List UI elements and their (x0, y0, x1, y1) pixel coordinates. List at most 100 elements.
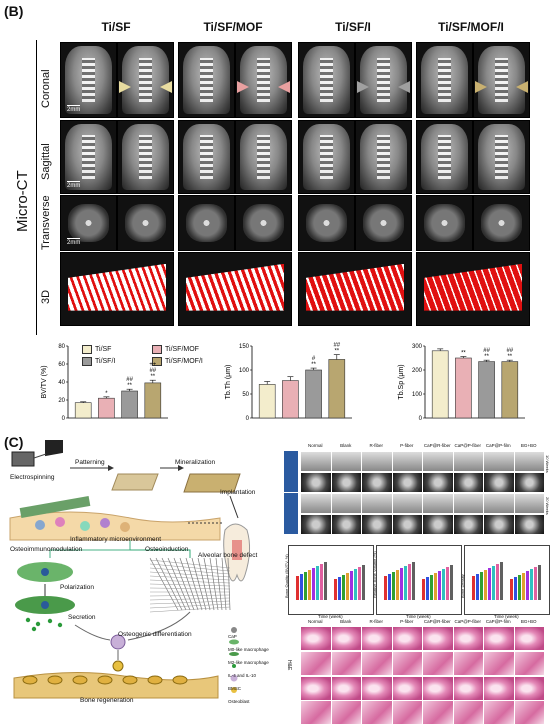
ct-thumbnail (361, 451, 393, 472)
label-electrospinning: Electrospinning (10, 474, 55, 481)
bar (282, 380, 299, 419)
mini-bar (338, 577, 341, 600)
mini-bar (346, 573, 349, 600)
histology-thumbnail (422, 676, 454, 701)
mini-bar (480, 572, 483, 600)
bar (328, 359, 346, 419)
histology-thumbnail (513, 676, 545, 701)
week-label: 10 Weeks (545, 455, 550, 473)
row-label-coronal: Coronal (40, 69, 52, 108)
fiber (149, 600, 231, 605)
mini-bar (426, 577, 429, 600)
osteoblast-cell (112, 660, 124, 672)
ct-thumbnail (300, 514, 332, 535)
cell-inflammatory (100, 518, 110, 528)
he-label: H&E (286, 660, 292, 671)
ct-3d-bone (67, 263, 167, 311)
mini-bar (484, 570, 487, 600)
ct-section (185, 204, 228, 242)
ct-image-ti-sf-2-1: 2mm (60, 120, 117, 194)
ct-implant (437, 57, 452, 103)
ct-image-ti-sf-mof-2-2 (235, 120, 292, 194)
mini-bar (496, 564, 499, 600)
mini-chart-ylabel: Bone Density (460, 574, 465, 598)
fiber (203, 557, 215, 611)
fiber (149, 603, 231, 609)
histology-thumbnail (513, 651, 545, 676)
ct-thumbnail (513, 493, 545, 514)
osteoblast-layer (47, 675, 63, 685)
mini-bar (514, 577, 517, 600)
legend-cap: CaP (228, 634, 237, 639)
mini-chart-ylabel: Bone Quality (BV/TV, %) (284, 554, 289, 598)
mini-bar (388, 574, 391, 600)
row-marker (284, 451, 298, 492)
fiber (149, 575, 231, 581)
ct-3d-bone (423, 263, 523, 311)
significance-label: ** (334, 349, 339, 355)
y-tick-label: 100 (239, 368, 250, 374)
histology-thumbnail (422, 626, 454, 651)
schematic-diagram (9, 440, 251, 699)
column-label: BG+BO (520, 619, 537, 624)
ct-implant (494, 135, 509, 179)
histology-thumbnail (361, 700, 393, 725)
ct-image-ti-sf-i-3-2 (355, 195, 412, 251)
y-axis-label: Tb.Th (μm) (225, 365, 232, 400)
ct-implant (256, 135, 271, 179)
mini-chart (376, 545, 462, 615)
significance-label: ## (506, 348, 513, 354)
mini-bar (522, 573, 525, 600)
fiber (149, 583, 231, 587)
ct-section (67, 204, 110, 242)
y-tick-label: 0 (62, 416, 66, 422)
histology-thumbnail (300, 651, 332, 676)
ct-thumbnail (391, 493, 423, 514)
fiber (221, 557, 227, 611)
histology-thumbnail (361, 676, 393, 701)
histology-thumbnail (452, 700, 484, 725)
ct-section (242, 204, 285, 242)
cytokine-dot (31, 626, 37, 632)
column-label: CaP@P-film (485, 443, 511, 448)
significance-label: # (312, 356, 316, 362)
ct-thumbnail (422, 451, 454, 472)
significance-label: * (105, 391, 108, 397)
label-secretion: Secretion (68, 614, 96, 621)
ct-image-ti-sf-mof-3-2 (235, 195, 292, 251)
histology-thumbnail (391, 700, 423, 725)
column-label: CaP@P-fiber (454, 443, 482, 448)
mini-bar (438, 571, 441, 600)
fiber (149, 563, 231, 572)
cell-inflammatory (55, 517, 65, 527)
ct-thumbnail (422, 493, 454, 514)
fiber (197, 557, 211, 611)
legend-m0: M0-like macrophage (228, 647, 269, 652)
label-alveolar: Alveolar bone defect (198, 552, 258, 559)
legend-label: Ti/SF/MOF/I (165, 358, 203, 365)
mini-bar (354, 569, 357, 600)
label-polarization: Polarization (60, 584, 94, 591)
column-label: Blank (340, 443, 352, 448)
y-axis-label: Tb.Sp (μm) (398, 364, 405, 399)
fiber (149, 606, 231, 613)
significance-label: ## (483, 348, 490, 354)
column-label: BG+BO (520, 443, 537, 448)
legend-m2: M2-like macrophage (228, 660, 269, 665)
row-marker (284, 493, 298, 534)
bar (144, 382, 162, 419)
ct-thumbnail (452, 493, 484, 514)
legend-item: Ti/SF/MOF (152, 345, 222, 354)
highlight-arrow (119, 81, 131, 93)
fiber (227, 557, 231, 611)
cell-inflammatory (120, 522, 130, 532)
ct-thumbnail (452, 451, 484, 472)
ct-thumbnail (483, 451, 515, 472)
bone-defect (232, 540, 242, 560)
legend-swatch (152, 345, 162, 354)
legend-label: Ti/SF (95, 346, 112, 353)
bmsc-icon (230, 674, 238, 682)
cytokine-dot (47, 618, 53, 624)
label-osteoimmuno: Osteoimmunomodulation (10, 546, 83, 553)
